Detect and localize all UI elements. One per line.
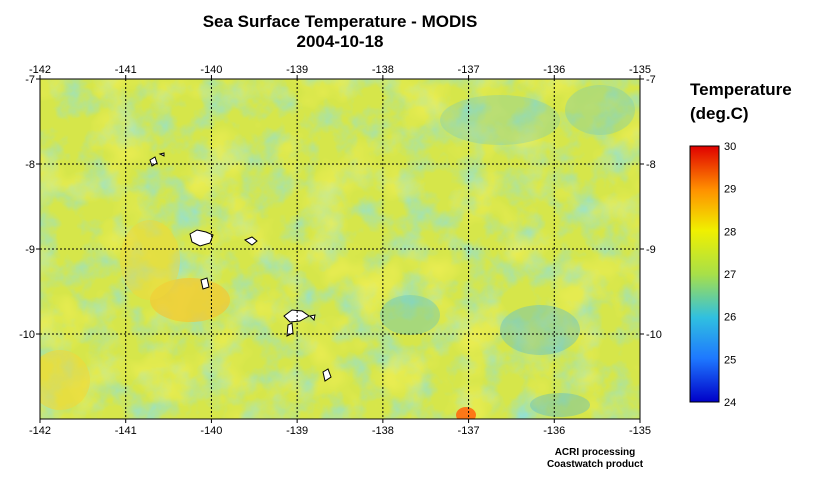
lat-label-left: -9 bbox=[25, 244, 35, 256]
lon-label-top: -140 bbox=[200, 64, 222, 76]
lon-label-top: -135 bbox=[629, 64, 651, 76]
latitude-labels: -7 -7 -8 -8 -9 -9 -10 -10 bbox=[19, 74, 662, 341]
lat-label-right: -7 bbox=[646, 74, 656, 86]
map-date: 2004-10-18 bbox=[296, 32, 384, 51]
legend-tick-label: 30 bbox=[724, 141, 736, 153]
longitude-labels: -142 -142 -141 -141 -140 -140 -139 -139 -138 -138… bbox=[29, 64, 651, 437]
lon-label-top: -137 bbox=[458, 64, 480, 76]
legend-tick-label: 25 bbox=[724, 354, 736, 366]
lon-label-top: -136 bbox=[543, 64, 565, 76]
island-hatutu bbox=[158, 152, 165, 157]
island-ua-huka bbox=[243, 236, 258, 246]
legend-tick-label: 29 bbox=[724, 184, 736, 196]
legend-tick-label: 27 bbox=[724, 269, 736, 281]
island-fatu-hiva bbox=[322, 368, 332, 382]
island-tahuata bbox=[286, 322, 294, 337]
lon-label-top: -138 bbox=[372, 64, 394, 76]
lat-label-right: -8 bbox=[646, 159, 656, 171]
island-mohotani bbox=[308, 314, 316, 322]
islands bbox=[149, 152, 332, 382]
sst-field bbox=[40, 79, 640, 419]
legend-units: (deg.C) bbox=[690, 104, 749, 123]
lat-label-right: -10 bbox=[646, 329, 662, 341]
credit-product: Coastwatch product bbox=[546, 459, 644, 470]
lat-label-left: -10 bbox=[19, 329, 35, 341]
credit-processing: ACRI processing bbox=[554, 447, 636, 458]
legend-tick-label: 26 bbox=[724, 312, 736, 324]
legend-tick-label: 28 bbox=[724, 226, 736, 238]
island-ua-pou bbox=[200, 277, 210, 290]
lon-label-bottom: -139 bbox=[286, 425, 308, 437]
lon-label-bottom: -141 bbox=[115, 425, 137, 437]
lat-label-right: -9 bbox=[646, 244, 656, 256]
lon-label-bottom: -136 bbox=[543, 425, 565, 437]
island-hiva-oa bbox=[283, 309, 310, 323]
lat-label-left: -7 bbox=[25, 74, 35, 86]
graticule bbox=[36, 75, 644, 423]
lon-label-bottom: -142 bbox=[29, 425, 51, 437]
lat-label-left: -8 bbox=[25, 159, 35, 171]
island-eiao bbox=[149, 156, 158, 167]
lon-label-bottom: -135 bbox=[629, 425, 651, 437]
lon-label-top: -139 bbox=[286, 64, 308, 76]
lon-label-bottom: -138 bbox=[372, 425, 394, 437]
lon-label-top: -141 bbox=[115, 64, 137, 76]
lon-label-bottom: -140 bbox=[200, 425, 222, 437]
legend-ticks: 30 29 28 27 26 25 24 bbox=[724, 141, 736, 409]
legend-colorbar bbox=[689, 145, 720, 403]
legend-title: Temperature bbox=[690, 80, 792, 99]
map-title: Sea Surface Temperature - MODIS bbox=[202, 12, 478, 31]
lon-label-top: -142 bbox=[29, 64, 51, 76]
legend-tick-label: 24 bbox=[724, 397, 736, 409]
lon-label-bottom: -137 bbox=[458, 425, 480, 437]
